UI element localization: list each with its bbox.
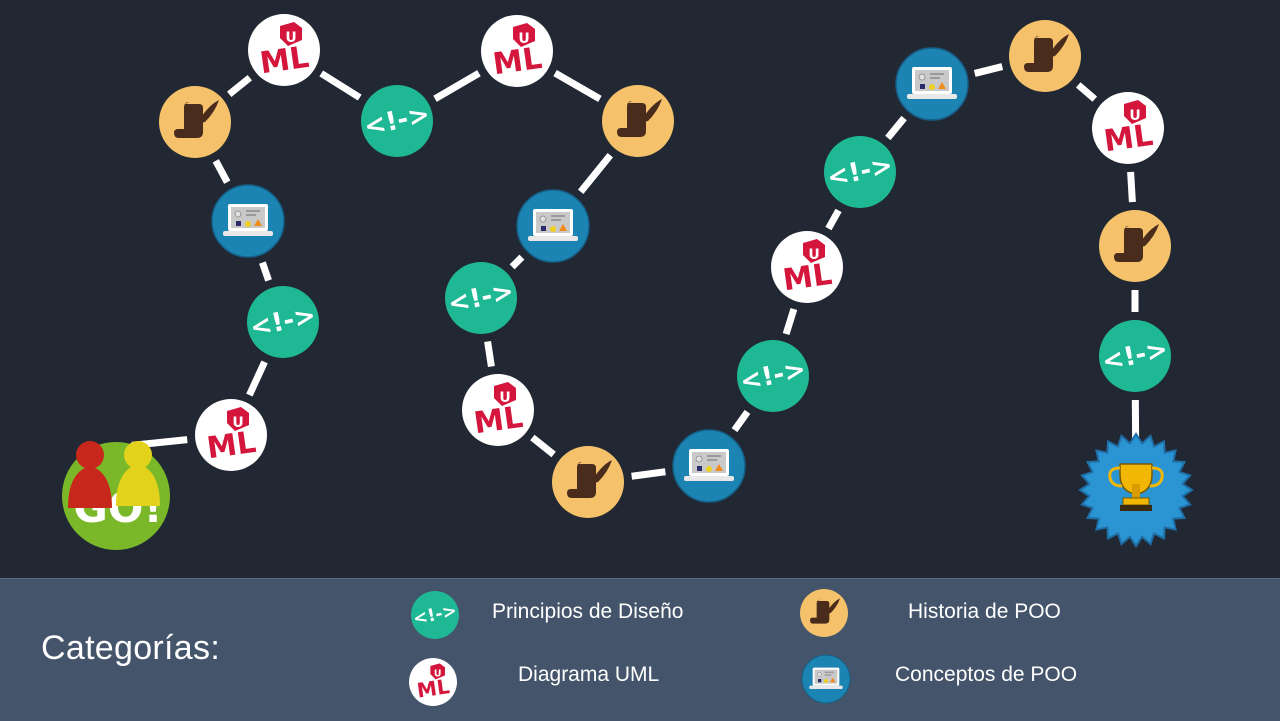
path-connector: [321, 73, 359, 97]
board-tile-historia: [602, 85, 674, 157]
path-connector: [249, 362, 264, 395]
board-tile-principios: <!->: [1099, 320, 1171, 392]
path-connector: [632, 472, 666, 476]
svg-text:ML: ML: [491, 41, 544, 82]
path-connector: [888, 118, 904, 138]
board-tile-uml: UML: [481, 15, 553, 87]
path-connector: [555, 73, 600, 99]
board-tile-principios: <!->: [824, 136, 896, 208]
path-connector: [1131, 172, 1133, 202]
board-tile-historia: [1099, 210, 1171, 282]
path-connector: [975, 67, 1003, 74]
path-connector: [581, 155, 611, 192]
path-connector: [532, 437, 553, 454]
board-tile-principios: <!->: [737, 340, 809, 412]
legend-label-conceptos: Conceptos de POO: [895, 663, 1077, 687]
svg-text:ML: ML: [1102, 118, 1155, 159]
path-connector: [262, 263, 268, 281]
board-tile-historia: [552, 446, 624, 518]
board-tile-historia: [1009, 20, 1081, 92]
board-tile-historia: [159, 86, 231, 158]
path-connector: [488, 342, 492, 367]
board-tile-principios: <!->: [445, 262, 517, 334]
legend-title: Categorías:: [41, 629, 220, 668]
path-connector: [216, 161, 227, 182]
path-connector: [734, 412, 747, 430]
legend-label-uml: Diagrama UML: [518, 663, 659, 687]
legend-label-historia: Historia de POO: [908, 600, 1061, 624]
svg-text:ML: ML: [205, 425, 258, 466]
path-connector: [1078, 85, 1095, 99]
svg-text:ML: ML: [258, 40, 311, 81]
path-connector: [229, 78, 250, 95]
path-connector: [435, 73, 479, 99]
board-tile-conceptos: [212, 185, 284, 257]
svg-text:ML: ML: [781, 257, 834, 298]
start-space: GO!: [62, 441, 170, 550]
board-tile-conceptos: [896, 48, 968, 120]
board-tile-principios: <!->: [247, 286, 319, 358]
legend-label-principios: Principios de Diseño: [492, 600, 683, 624]
board-tile-conceptos: [673, 430, 745, 502]
board-tile-uml: UML: [248, 14, 320, 86]
path-connector: [828, 210, 838, 228]
board-tile-uml: UML: [771, 231, 843, 303]
path-connector: [786, 309, 794, 334]
board-tile-uml: UML: [1092, 92, 1164, 164]
board-tile-uml: UML: [195, 399, 267, 471]
goal-space: [1080, 434, 1192, 546]
svg-text:ML: ML: [472, 400, 525, 441]
board-tile-principios: <!->: [361, 85, 433, 157]
board-tile-uml: UML: [462, 374, 534, 446]
board-tile-conceptos: [517, 190, 589, 262]
path-connector: [512, 257, 522, 267]
board-path: UML <!-> UML <!-> UML <!-> UML <!-> UML <!-> UML <!…: [0, 0, 1280, 578]
